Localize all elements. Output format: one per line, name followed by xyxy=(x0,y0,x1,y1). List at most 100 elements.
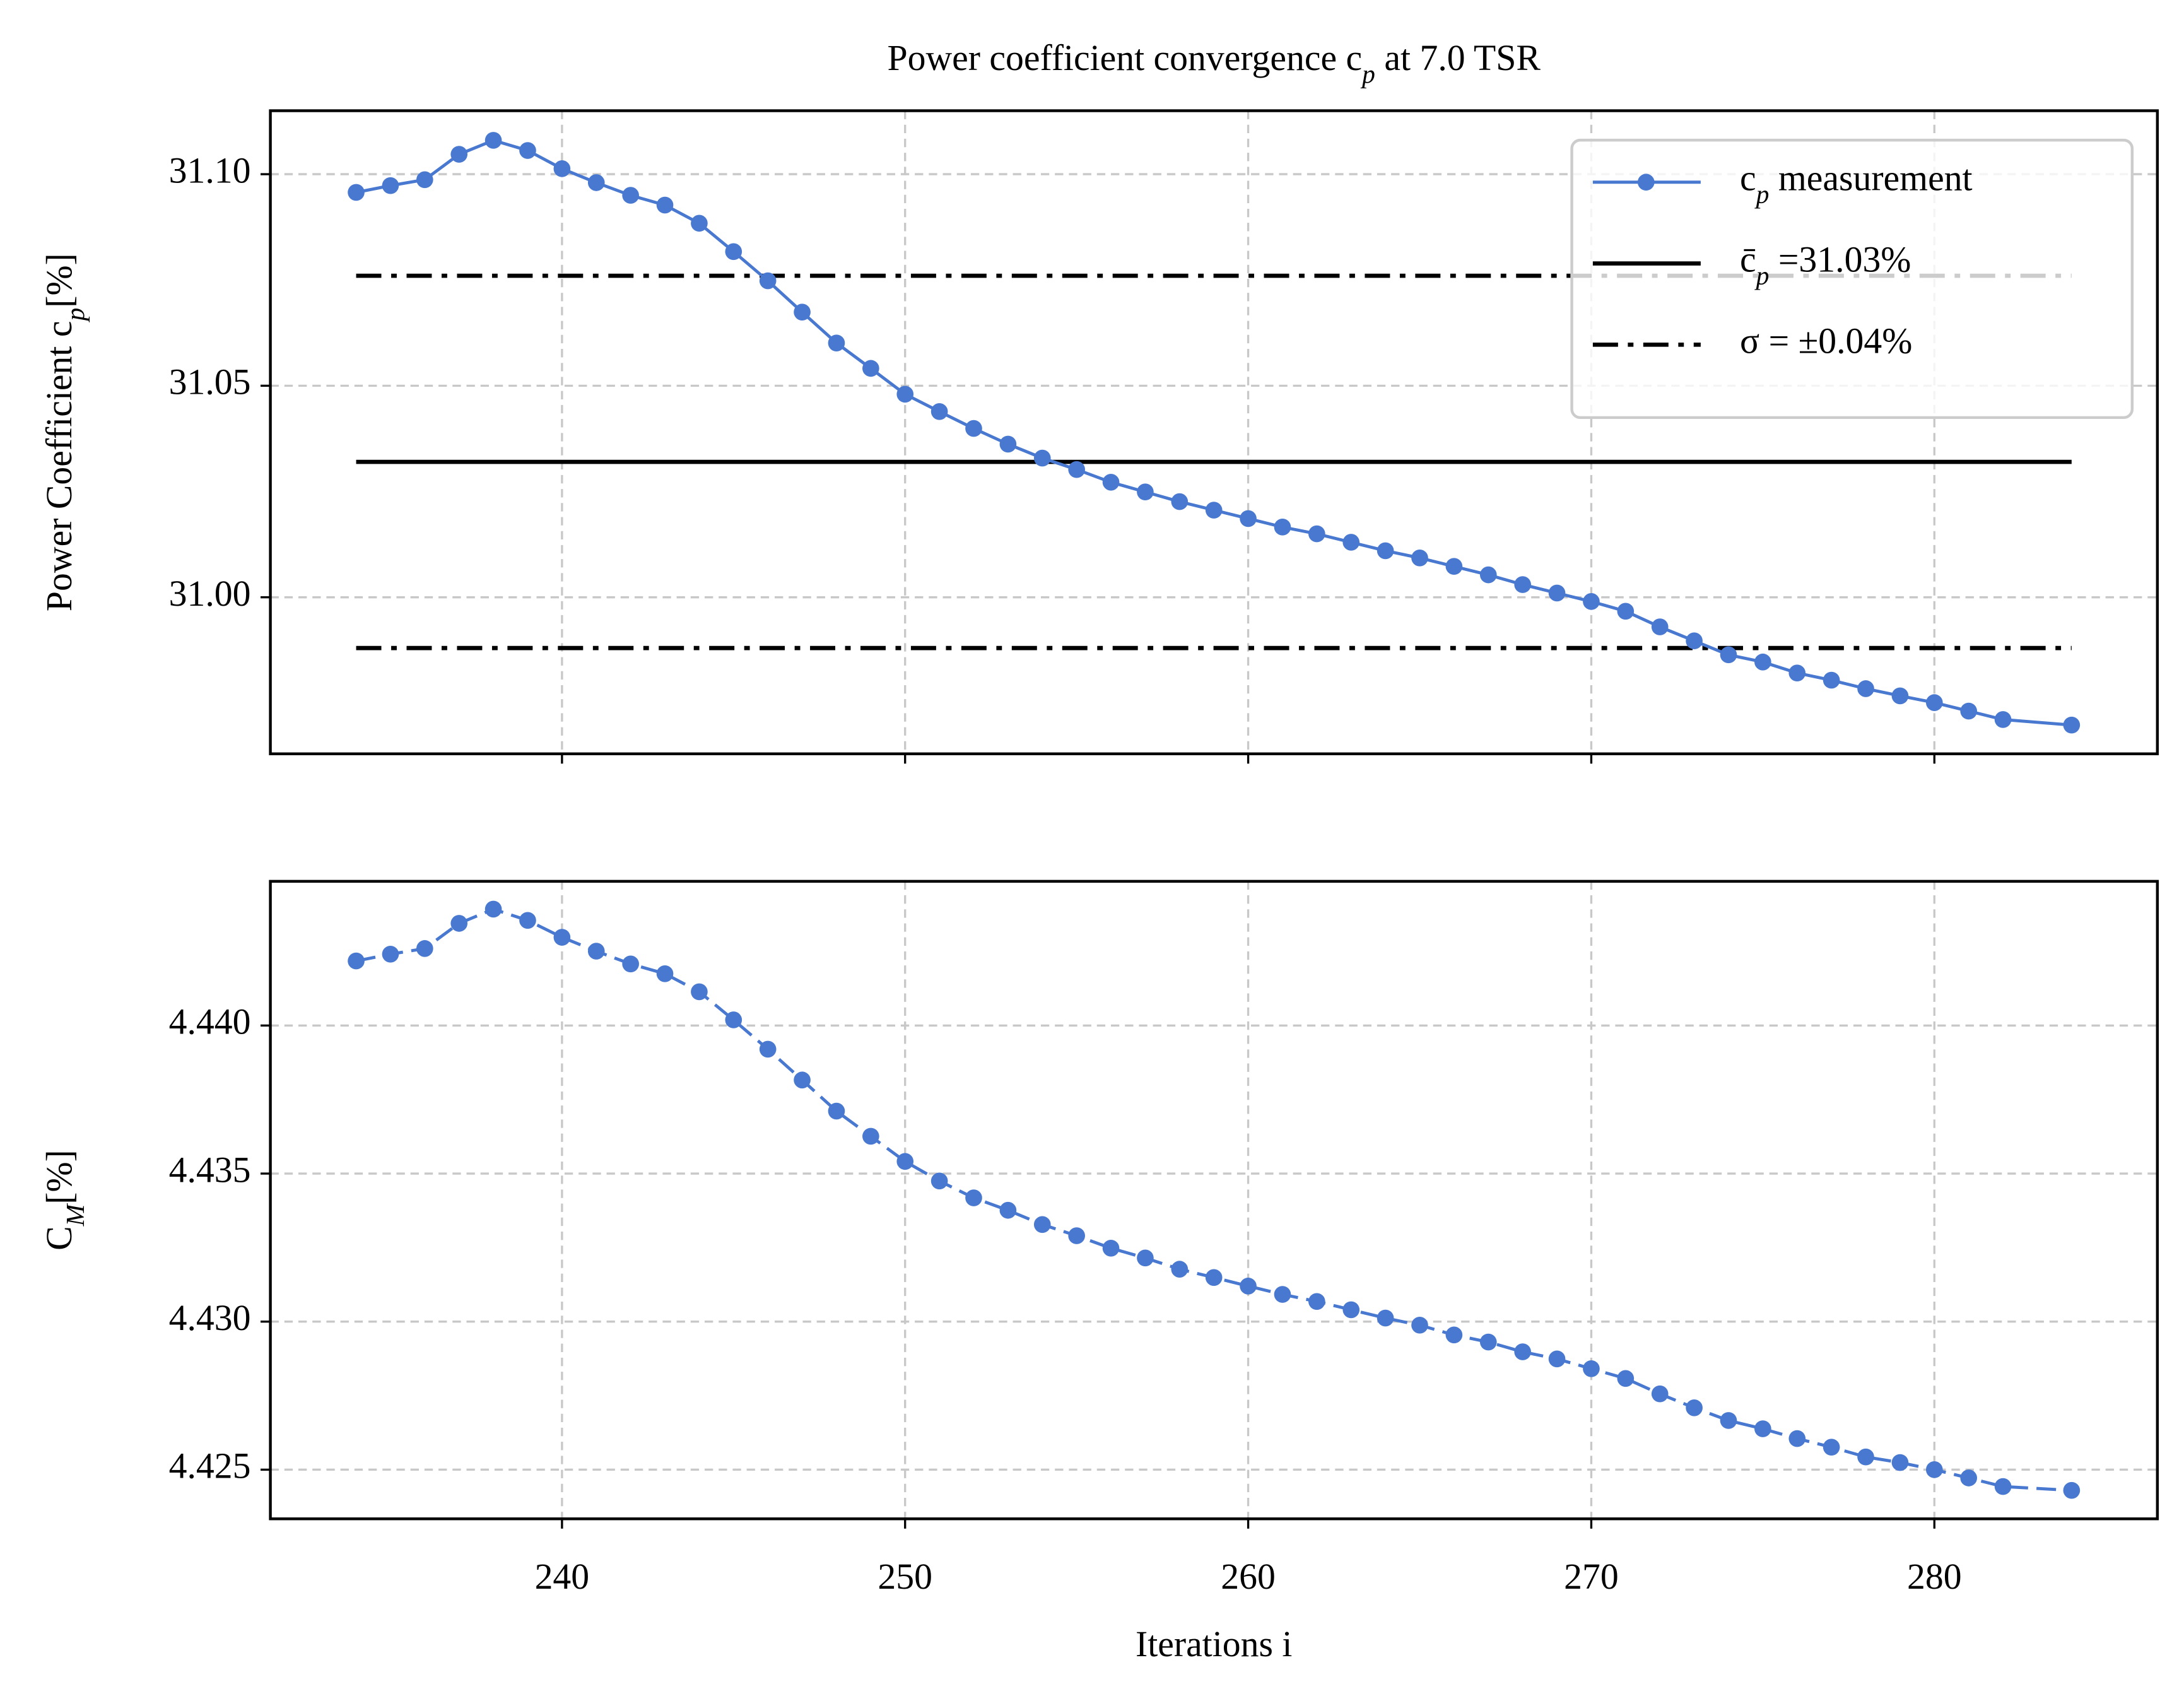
y-tick-label: 31.05 xyxy=(169,363,251,403)
data-point xyxy=(519,142,536,159)
data-point xyxy=(382,177,399,194)
data-point xyxy=(725,243,743,261)
data-point xyxy=(1686,632,1703,650)
data-point xyxy=(794,1071,811,1089)
data-point xyxy=(1445,558,1463,575)
data-point xyxy=(1548,1350,1566,1368)
data-point xyxy=(725,1011,743,1028)
data-point xyxy=(1788,1430,1806,1447)
data-point xyxy=(1514,576,1531,593)
data-point xyxy=(1274,519,1291,536)
data-point xyxy=(999,1201,1017,1219)
data-point xyxy=(1479,566,1497,584)
data-point xyxy=(587,943,605,960)
data-point xyxy=(1583,1360,1600,1377)
data-point xyxy=(828,1102,845,1120)
data-point xyxy=(759,272,777,290)
data-point xyxy=(1171,1261,1189,1278)
data-point xyxy=(1308,525,1325,543)
data-point xyxy=(1788,664,1806,682)
data-point xyxy=(416,940,433,957)
data-point xyxy=(1823,1439,1840,1456)
data-point xyxy=(1171,493,1189,510)
data-point xyxy=(1994,711,2012,728)
plot-frame xyxy=(269,109,2159,755)
data-point xyxy=(1651,618,1669,635)
data-point xyxy=(1617,1370,1635,1387)
data-point xyxy=(1102,1239,1120,1257)
data-point xyxy=(622,955,639,973)
data-point xyxy=(1686,1399,1703,1416)
data-point xyxy=(1033,449,1051,467)
y-tick-label: 31.10 xyxy=(169,151,251,191)
x-tick-label: 240 xyxy=(535,1557,590,1597)
data-point xyxy=(1891,687,1909,705)
data-point xyxy=(1068,1227,1085,1244)
data-point xyxy=(1205,1269,1223,1286)
data-point xyxy=(1994,1478,2012,1495)
data-point xyxy=(2063,716,2081,734)
data-point xyxy=(931,1172,948,1190)
y-tick-label: 4.425 xyxy=(169,1447,251,1486)
data-point xyxy=(1377,542,1394,560)
data-point xyxy=(484,900,502,918)
data-point xyxy=(1583,593,1600,610)
data-point xyxy=(862,1127,879,1145)
data-point xyxy=(1754,1420,1771,1437)
data-point xyxy=(1857,1448,1874,1466)
data-point xyxy=(1411,1317,1428,1334)
data-point xyxy=(1308,1293,1325,1310)
data-point xyxy=(862,360,879,377)
data-point xyxy=(1068,461,1085,478)
data-point xyxy=(1514,1343,1531,1360)
data-point xyxy=(1240,1278,1257,1295)
data-point xyxy=(1823,671,1840,689)
x-tick-label: 270 xyxy=(1564,1557,1619,1597)
data-point xyxy=(931,403,948,420)
data-point xyxy=(553,160,571,177)
plot-frame xyxy=(269,880,2159,1521)
data-point xyxy=(348,184,365,201)
data-point xyxy=(1891,1454,1909,1471)
data-point xyxy=(1342,534,1360,551)
data-point xyxy=(691,215,708,232)
data-point xyxy=(1651,1385,1669,1403)
data-point xyxy=(622,187,639,204)
data-point xyxy=(965,1189,982,1206)
data-point xyxy=(828,334,845,351)
y-tick-label: 31.00 xyxy=(169,574,251,614)
x-tick-label: 260 xyxy=(1221,1557,1276,1597)
data-point xyxy=(1240,510,1257,527)
data-point xyxy=(656,196,674,214)
x-tick-label: 280 xyxy=(1907,1557,1962,1597)
data-point xyxy=(1411,549,1428,567)
x-tick-label: 250 xyxy=(878,1557,932,1597)
data-point xyxy=(999,435,1017,453)
data-point xyxy=(519,912,536,929)
x-axis-label: Iterations i xyxy=(1136,1625,1292,1664)
data-point xyxy=(896,386,914,403)
y-axis-label: CM[%] xyxy=(40,1150,89,1251)
data-point xyxy=(965,420,982,437)
data-point xyxy=(1342,1301,1360,1319)
data-point xyxy=(656,965,674,982)
data-point xyxy=(1377,1309,1394,1327)
y-axis-label: Power Coefficient cp[%] xyxy=(40,253,89,611)
data-point xyxy=(1754,653,1771,671)
data-point xyxy=(1102,473,1120,491)
data-point xyxy=(2063,1481,2081,1499)
data-point xyxy=(1479,1333,1497,1351)
legend-label: cp measurement xyxy=(1740,159,1973,208)
data-point xyxy=(1205,502,1223,519)
legend-label: c̄p =31.03% xyxy=(1740,240,1911,290)
data-point xyxy=(1925,694,1943,711)
y-tick-label: 4.435 xyxy=(169,1150,251,1190)
data-point xyxy=(348,952,365,970)
data-point xyxy=(691,983,708,1001)
legend-box xyxy=(1570,138,2134,420)
data-point xyxy=(1720,1412,1737,1429)
data-point xyxy=(450,915,468,932)
legend-label: σ = ±0.04% xyxy=(1740,322,1912,362)
data-point xyxy=(1033,1216,1051,1233)
